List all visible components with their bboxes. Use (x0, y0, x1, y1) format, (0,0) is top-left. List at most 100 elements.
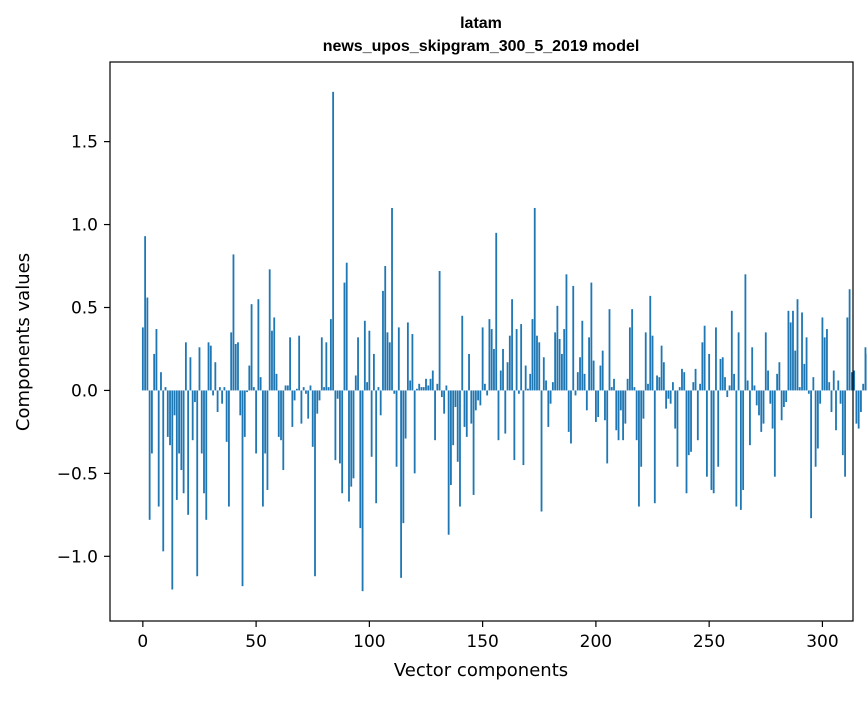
bar (627, 379, 629, 391)
bar (688, 390, 690, 455)
bar (235, 344, 237, 390)
bar (840, 390, 842, 403)
bar (228, 390, 230, 506)
bar (194, 390, 196, 402)
bar (452, 390, 454, 445)
bar (396, 390, 398, 466)
bar (711, 390, 713, 490)
bar (144, 236, 146, 390)
bar (316, 390, 318, 413)
bar (142, 327, 144, 390)
bar (330, 319, 332, 390)
bar (858, 390, 860, 428)
bar (248, 366, 250, 391)
bar (203, 390, 205, 493)
bar (287, 385, 289, 390)
bar (731, 311, 733, 391)
bar (744, 274, 746, 390)
bar (735, 390, 737, 506)
bar (441, 390, 443, 397)
bar (541, 390, 543, 511)
bar (674, 390, 676, 428)
bar (199, 347, 201, 390)
bar (378, 387, 380, 390)
y-tick-label: −0.5 (57, 464, 98, 484)
bar (815, 390, 817, 466)
bar (448, 390, 450, 534)
bar (421, 387, 423, 390)
bar (364, 321, 366, 391)
bar (754, 385, 756, 390)
bar (341, 390, 343, 493)
bar (865, 347, 867, 390)
bar (273, 317, 275, 390)
x-tick-label: 50 (245, 632, 267, 652)
bar (518, 390, 520, 393)
bar (545, 380, 547, 390)
bar (609, 309, 611, 390)
bar (717, 390, 719, 466)
bar (550, 390, 552, 403)
bar (158, 390, 160, 506)
bar (212, 390, 214, 395)
bar (516, 329, 518, 390)
bar (305, 390, 307, 393)
bar (538, 342, 540, 390)
bar (375, 390, 377, 503)
bar (686, 390, 688, 493)
bar (271, 331, 273, 391)
bar (837, 380, 839, 390)
bar (368, 331, 370, 391)
bar (749, 390, 751, 445)
bar (751, 347, 753, 390)
bar (534, 208, 536, 390)
bar (715, 327, 717, 390)
bar (416, 389, 418, 391)
bar (384, 266, 386, 390)
bar (638, 390, 640, 506)
bar (464, 390, 466, 426)
bar (477, 390, 479, 400)
bar (226, 390, 228, 441)
bar (310, 385, 312, 390)
bar (221, 390, 223, 403)
bar (733, 374, 735, 391)
bar (584, 374, 586, 391)
bar (307, 390, 309, 418)
bar (643, 390, 645, 418)
bar (747, 380, 749, 390)
bar (826, 329, 828, 390)
bar (654, 390, 656, 503)
bar (794, 351, 796, 391)
bar (568, 390, 570, 431)
bar (631, 309, 633, 390)
bar (554, 332, 556, 390)
bar (708, 354, 710, 390)
bar (348, 390, 350, 501)
bar (706, 390, 708, 476)
bar (267, 390, 269, 490)
bar (663, 362, 665, 390)
bar (713, 390, 715, 493)
bar (790, 322, 792, 390)
bar (434, 390, 436, 440)
bar (720, 359, 722, 391)
bar (665, 390, 667, 408)
bar (532, 319, 534, 390)
bar (806, 337, 808, 390)
bar (455, 390, 457, 407)
bar (704, 326, 706, 391)
bar (484, 384, 486, 391)
y-tick-label: −1.0 (57, 547, 98, 567)
bar (692, 382, 694, 390)
bar (500, 371, 502, 391)
bar (400, 390, 402, 577)
bar (846, 317, 848, 390)
bar (380, 390, 382, 415)
bar (391, 208, 393, 390)
bar (862, 384, 864, 391)
bar (244, 390, 246, 436)
